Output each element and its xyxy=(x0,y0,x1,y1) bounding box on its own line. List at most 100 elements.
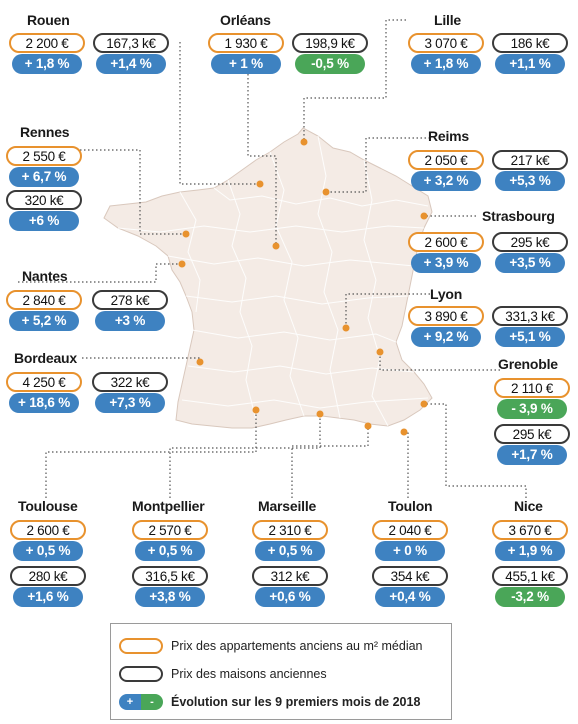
legend-apartments-label: Prix des appartements anciens au m² médi… xyxy=(171,639,423,653)
apartment-card: 2 200 € + 1,8 % xyxy=(9,33,85,77)
house-price: 198,9 k€ xyxy=(292,33,368,53)
legend-houses-label: Prix des maisons anciennes xyxy=(171,667,327,681)
house-evolution: +7,3 % xyxy=(95,393,165,413)
apartment-price: 2 840 € xyxy=(6,290,82,310)
apartment-card: 2 840 € + 5,2 % xyxy=(6,290,82,334)
apartment-card: 3 070 € + 1,8 % xyxy=(408,33,484,77)
legend: Prix des appartements anciens au m² médi… xyxy=(110,623,452,720)
house-price: 316,5 k€ xyxy=(132,566,208,586)
apartment-evolution: + 0,5 % xyxy=(135,541,205,561)
house-evolution: +5,1 % xyxy=(495,327,565,347)
apartment-evolution: - 3,9 % xyxy=(497,399,567,419)
house-price: 331,3 k€ xyxy=(492,306,568,326)
apartment-evolution: + 0 % xyxy=(375,541,445,561)
house-card: 280 k€ +1,6 % xyxy=(10,566,86,610)
house-price: 312 k€ xyxy=(252,566,328,586)
apartment-card: 2 600 € + 0,5 % xyxy=(10,520,86,564)
house-card: 320 k€ +6 % xyxy=(6,190,82,234)
house-card: 186 k€ +1,1 % xyxy=(492,33,568,77)
house-price: 167,3 k€ xyxy=(93,33,169,53)
city-name: Grenoble xyxy=(498,356,558,372)
house-evolution: +5,3 % xyxy=(495,171,565,191)
apartment-price: 2 570 € xyxy=(132,520,208,540)
marker-lyon xyxy=(342,324,350,332)
city-name: Bordeaux xyxy=(14,350,77,366)
house-price: 278 k€ xyxy=(92,290,168,310)
apartment-evolution: + 0,5 % xyxy=(13,541,83,561)
city-markers xyxy=(178,138,428,436)
house-card: 455,1 k€ -3,2 % xyxy=(492,566,568,610)
apartment-price: 3 890 € xyxy=(408,306,484,326)
city-name: Toulouse xyxy=(18,498,78,514)
house-swatch xyxy=(119,666,163,682)
house-evolution: -3,2 % xyxy=(495,587,565,607)
apartment-evolution: + 9,2 % xyxy=(411,327,481,347)
house-price: 295 k€ xyxy=(492,232,568,252)
plus-swatch: + xyxy=(119,694,141,710)
apartment-evolution: + 0,5 % xyxy=(255,541,325,561)
house-evolution: +0,6 % xyxy=(255,587,325,607)
apartment-card: 2 040 € + 0 % xyxy=(372,520,448,564)
apartment-price: 3 670 € xyxy=(492,520,568,540)
apartment-card: 2 050 € + 3,2 % xyxy=(408,150,484,194)
legend-evolution-label: Évolution sur les 9 premiers mois de 201… xyxy=(171,695,421,709)
apartment-price: 2 600 € xyxy=(408,232,484,252)
apartment-card: 2 570 € + 0,5 % xyxy=(132,520,208,564)
city-name: Strasbourg xyxy=(482,208,555,224)
marker-bordeaux xyxy=(196,358,204,366)
marker-grenoble xyxy=(376,348,384,356)
house-card: 295 k€ +1,7 % xyxy=(494,424,570,468)
apartment-card: 2 110 € - 3,9 % xyxy=(494,378,570,422)
apartment-evolution: + 3,9 % xyxy=(411,253,481,273)
marker-strasbourg xyxy=(420,212,428,220)
apartment-evolution: + 1,8 % xyxy=(411,54,481,74)
house-price: 455,1 k€ xyxy=(492,566,568,586)
city-name: Reims xyxy=(428,128,470,144)
house-price: 186 k€ xyxy=(492,33,568,53)
house-evolution: +3,8 % xyxy=(135,587,205,607)
city-name: Toulon xyxy=(388,498,433,514)
apartment-price: 2 550 € xyxy=(6,146,82,166)
city-name: Nantes xyxy=(22,268,68,284)
house-card: 316,5 k€ +3,8 % xyxy=(132,566,208,610)
apartment-evolution: + 1,9 % xyxy=(495,541,565,561)
apartment-card: 3 890 € + 9,2 % xyxy=(408,306,484,350)
apartment-card: 1 930 € + 1 % xyxy=(208,33,284,77)
apartment-price: 2 600 € xyxy=(10,520,86,540)
marker-toulon xyxy=(400,428,408,436)
house-card: 322 k€ +7,3 % xyxy=(92,372,168,416)
marker-nantes xyxy=(178,260,186,268)
house-price: 280 k€ xyxy=(10,566,86,586)
city-name: Nice xyxy=(514,498,543,514)
marker-rennes xyxy=(182,230,190,238)
apartment-card: 2 310 € + 0,5 % xyxy=(252,520,328,564)
apartment-price: 2 200 € xyxy=(9,33,85,53)
apartment-card: 4 250 € + 18,6 % xyxy=(6,372,82,416)
house-price: 295 k€ xyxy=(494,424,570,444)
house-evolution: +3 % xyxy=(95,311,165,331)
house-card: 312 k€ +0,6 % xyxy=(252,566,328,610)
apartment-card: 2 550 € + 6,7 % xyxy=(6,146,82,190)
marker-lille xyxy=(300,138,308,146)
house-card: 278 k€ +3 % xyxy=(92,290,168,334)
apartment-evolution: + 5,2 % xyxy=(9,311,79,331)
apartment-card: 3 670 € + 1,9 % xyxy=(492,520,568,564)
marker-nice xyxy=(420,400,428,408)
leader-lines xyxy=(18,19,527,498)
evolution-swatch: + - xyxy=(119,694,163,710)
city-name: Montpellier xyxy=(132,498,205,514)
region-borders xyxy=(117,135,429,427)
house-card: 354 k€ +0,4 % xyxy=(372,566,448,610)
house-card: 331,3 k€ +5,1 % xyxy=(492,306,568,350)
house-evolution: +1,6 % xyxy=(13,587,83,607)
house-evolution: +1,1 % xyxy=(495,54,565,74)
apartment-evolution: + 1,8 % xyxy=(12,54,82,74)
marker-orleans xyxy=(272,242,280,250)
apartment-card: 2 600 € + 3,9 % xyxy=(408,232,484,276)
marker-reims xyxy=(322,188,330,196)
apartment-evolution: + 1 % xyxy=(211,54,281,74)
marker-montpellier xyxy=(316,410,324,418)
apartment-price: 2 110 € xyxy=(494,378,570,398)
house-evolution: +6 % xyxy=(9,211,79,231)
